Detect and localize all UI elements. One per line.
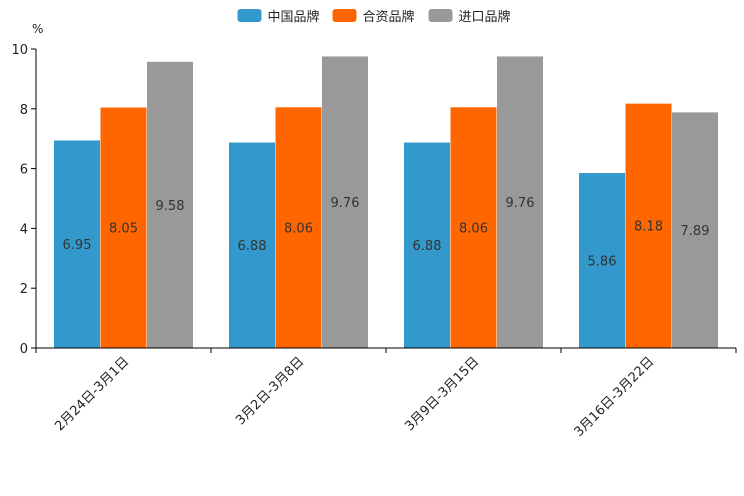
x-category-label: 2月24日-3月1日 <box>52 354 132 434</box>
legend-label: 合资品牌 <box>363 9 415 25</box>
bar-value-label: 8.06 <box>284 222 313 237</box>
y-axis: 0 2 4 6 8 10 <box>11 43 37 357</box>
y-tick-label: 0 <box>20 342 28 357</box>
bar <box>496 55 544 349</box>
bar-value-label: 9.76 <box>331 196 360 211</box>
legend-label: 进口品牌 <box>459 9 511 25</box>
legend-item: 进口品牌 <box>428 9 511 25</box>
bar-value-label: 7.89 <box>681 224 710 239</box>
bar <box>450 106 497 349</box>
bar <box>625 103 672 349</box>
legend-item: 中国品牌 <box>237 9 320 25</box>
x-axis: 2月24日-3月1日 3月2日-3月8日 3月9日-3月15日 3月16日-3月22日 <box>35 347 737 440</box>
bar-value-label: 9.58 <box>156 199 185 214</box>
y-tick-label: 2 <box>20 282 28 297</box>
bar <box>671 111 719 349</box>
y-tick-label: 8 <box>20 103 28 118</box>
legend: 中国品牌 合资品牌 进口品牌 <box>237 9 511 25</box>
bar-value-label: 8.06 <box>459 222 488 237</box>
bar <box>146 61 194 349</box>
y-tick-label: 4 <box>20 222 28 237</box>
bar <box>403 142 451 349</box>
bar-value-label: 5.86 <box>588 254 617 269</box>
bar <box>100 107 147 349</box>
legend-swatch <box>332 9 357 22</box>
x-category-label: 3月16日-3月22日 <box>572 354 658 440</box>
bar <box>578 172 626 349</box>
bar-value-label: 9.76 <box>506 196 535 211</box>
legend-swatch <box>428 9 453 22</box>
legend-swatch <box>237 9 262 22</box>
bar-value-label: 8.18 <box>634 220 663 235</box>
bar <box>228 142 276 349</box>
y-tick-label: 6 <box>20 163 28 178</box>
legend-item: 合资品牌 <box>332 9 415 25</box>
y-axis-unit-label: % <box>32 22 43 36</box>
bar-value-label: 6.88 <box>413 239 442 254</box>
y-tick-label: 10 <box>11 43 28 58</box>
legend-label: 中国品牌 <box>268 9 320 25</box>
bar-value-label: 8.05 <box>109 222 138 237</box>
x-category-label: 3月9日-3月15日 <box>402 354 482 434</box>
bar-value-label: 6.95 <box>63 238 92 253</box>
bar-value-label: 6.88 <box>238 239 267 254</box>
x-category-label: 3月2日-3月8日 <box>233 354 307 428</box>
bar <box>321 55 369 349</box>
bars: 6.95 8.05 9.58 6.88 8.06 9.76 6.88 8.06 9.76 5.86… <box>53 55 719 349</box>
bar <box>275 106 322 349</box>
